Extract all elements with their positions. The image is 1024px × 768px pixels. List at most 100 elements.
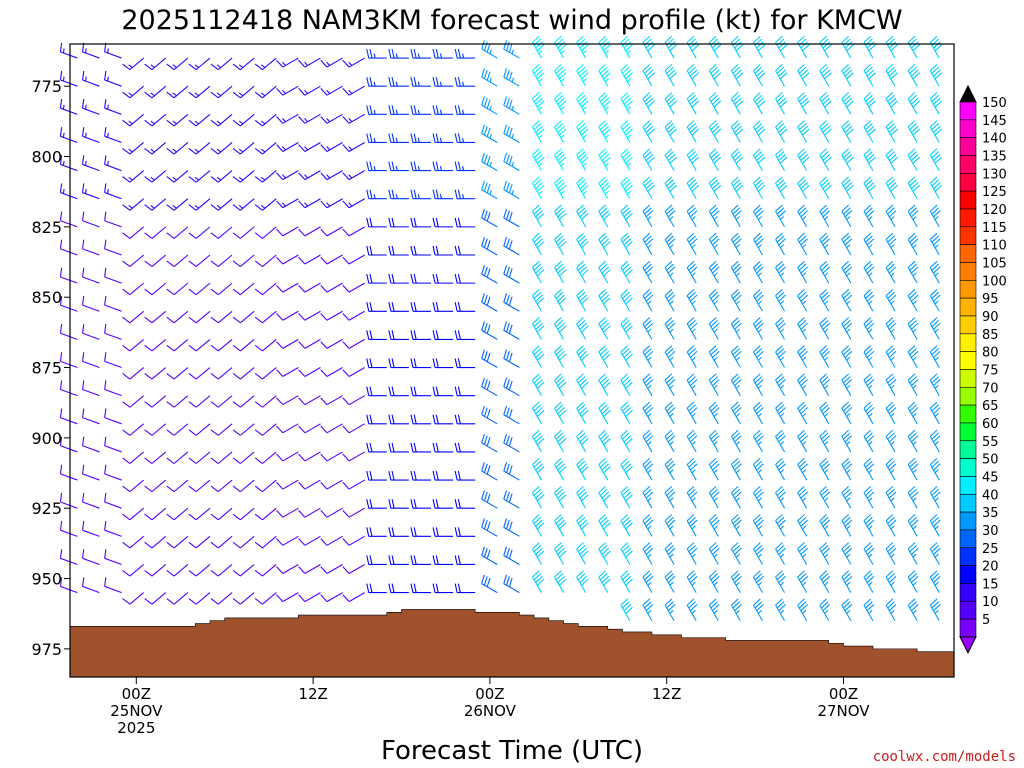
barb-full xyxy=(713,128,722,136)
barb-full xyxy=(599,207,608,215)
barb-full xyxy=(298,566,306,574)
barb-half xyxy=(395,137,398,143)
barb-staff xyxy=(304,310,321,321)
barb-half xyxy=(757,581,763,586)
wind-barb xyxy=(298,226,321,237)
barb-half xyxy=(348,146,353,151)
barb-staff xyxy=(104,417,122,425)
wind-barb xyxy=(104,380,122,397)
wind-barb xyxy=(708,92,722,115)
wind-barb xyxy=(298,592,321,603)
barb-full xyxy=(844,210,853,218)
barb-full xyxy=(598,176,606,184)
barb-staff xyxy=(240,282,255,296)
barb-full xyxy=(298,397,306,406)
wind-barb xyxy=(797,204,809,228)
barb-full xyxy=(620,345,629,353)
wind-barb xyxy=(320,479,343,490)
barb-half xyxy=(802,328,807,333)
barb-full xyxy=(598,92,606,100)
barb-full xyxy=(843,601,851,609)
barb-full xyxy=(581,156,589,164)
barb-full xyxy=(754,516,763,524)
barb-full xyxy=(391,527,395,537)
barb-full xyxy=(885,63,894,72)
barb-full xyxy=(844,435,853,443)
barb-half xyxy=(62,160,65,166)
wind-barb xyxy=(122,57,145,71)
barb-half xyxy=(779,581,785,586)
barb-full xyxy=(909,319,917,327)
barb-staff xyxy=(240,479,255,493)
barb-half xyxy=(150,176,155,181)
barb-full xyxy=(577,94,586,102)
barb-full xyxy=(59,42,63,52)
barb-full xyxy=(144,232,153,239)
barb-full xyxy=(532,373,540,381)
wind-barb xyxy=(752,289,764,312)
barb-full xyxy=(708,35,717,43)
barb-full xyxy=(642,260,651,268)
wind-barb xyxy=(232,310,255,324)
barb-staff xyxy=(60,445,78,453)
barb-half xyxy=(824,413,829,417)
barb-half xyxy=(172,92,177,97)
barb-full xyxy=(712,69,720,77)
barb-full xyxy=(775,204,783,212)
barb-full xyxy=(554,373,562,381)
wind-barb xyxy=(797,35,810,59)
barb-full xyxy=(779,156,788,164)
barb-full xyxy=(432,358,436,368)
wind-barb xyxy=(797,401,809,425)
barb-full xyxy=(866,435,875,443)
wind-barb xyxy=(166,282,189,296)
barb-full xyxy=(232,260,241,268)
barb-full xyxy=(664,514,673,522)
barb-full xyxy=(557,519,565,527)
barb-full xyxy=(298,256,306,265)
barb-full xyxy=(435,274,439,284)
barb-half xyxy=(417,53,420,59)
barb-full xyxy=(841,485,850,494)
barb-full xyxy=(754,545,763,553)
barb-half xyxy=(107,189,109,194)
barb-staff xyxy=(151,282,167,296)
wind-barb xyxy=(410,105,431,115)
wind-barb xyxy=(576,232,589,256)
barb-full xyxy=(933,547,941,555)
x-tick-label: 25NOV xyxy=(110,702,163,720)
barb-full xyxy=(366,583,370,593)
barb-full xyxy=(601,575,610,583)
wind-barb xyxy=(342,592,365,603)
wind-barb xyxy=(664,232,676,256)
barb-full xyxy=(620,514,629,522)
barb-full xyxy=(599,94,608,102)
barb-full xyxy=(276,256,284,265)
barb-half xyxy=(890,244,895,249)
wind-barb xyxy=(907,260,919,284)
barb-full xyxy=(210,63,219,71)
barb-full xyxy=(865,179,873,187)
barb-full xyxy=(388,217,392,227)
wind-barb xyxy=(907,35,921,59)
barb-full xyxy=(188,176,197,183)
barb-full xyxy=(481,180,485,190)
wind-barb xyxy=(122,85,145,99)
barb-half xyxy=(779,413,785,417)
barb-full xyxy=(907,542,916,550)
barb-full xyxy=(555,573,564,581)
wind-barb xyxy=(576,345,589,368)
wind-barb xyxy=(210,338,233,352)
barb-full xyxy=(708,542,717,550)
wind-barb xyxy=(166,479,189,493)
barb-full xyxy=(754,94,763,102)
barb-full xyxy=(210,260,219,268)
wind-barb xyxy=(388,358,409,369)
barb-full xyxy=(644,319,652,327)
barb-full xyxy=(910,491,919,499)
barb-full xyxy=(734,350,742,358)
barb-full xyxy=(910,575,919,583)
barb-full xyxy=(59,155,63,165)
barb-half xyxy=(846,272,851,277)
barb-full xyxy=(776,601,785,609)
